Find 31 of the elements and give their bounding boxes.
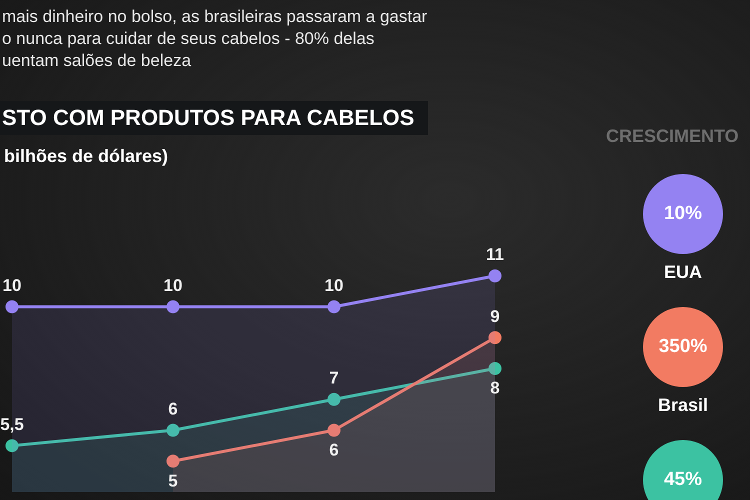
point	[328, 392, 340, 406]
data-label: 5,5	[0, 414, 24, 434]
point	[488, 269, 502, 282]
data-label: 9	[490, 306, 500, 326]
data-label: 10	[2, 276, 22, 295]
data-label: 10	[164, 276, 182, 295]
text: 10%	[664, 203, 702, 224]
point	[166, 424, 180, 437]
point	[488, 331, 502, 344]
data-label: 5	[168, 471, 178, 490]
point	[6, 439, 18, 452]
data-label: 10	[324, 276, 344, 295]
data-label: 7	[329, 368, 339, 388]
point	[328, 424, 340, 437]
category-label: Brasil	[656, 395, 710, 416]
text: CRESCIMENTO	[606, 126, 739, 147]
point	[328, 300, 340, 314]
data-label: 11	[486, 245, 504, 264]
chart-title: STO COM PRODUTOS PARA CABELOS	[0, 101, 428, 135]
data-label: 6	[329, 440, 339, 460]
text: 45%	[664, 469, 702, 490]
point	[488, 362, 502, 375]
text: 350%	[658, 336, 708, 357]
point	[166, 300, 180, 314]
category-label: EUA	[662, 262, 703, 283]
point	[6, 300, 18, 314]
point	[166, 454, 180, 468]
data-label: 6	[168, 399, 178, 418]
y-axis-title: bilhões de dólares)	[4, 146, 168, 167]
data-label: 8	[490, 378, 500, 398]
chart-subtitle: mais dinheiro no bolso, as brasileiras passaram a gastar o nunca para cuidar de seus cabelos - 80% delas uentam salões de beleza	[2, 6, 428, 72]
